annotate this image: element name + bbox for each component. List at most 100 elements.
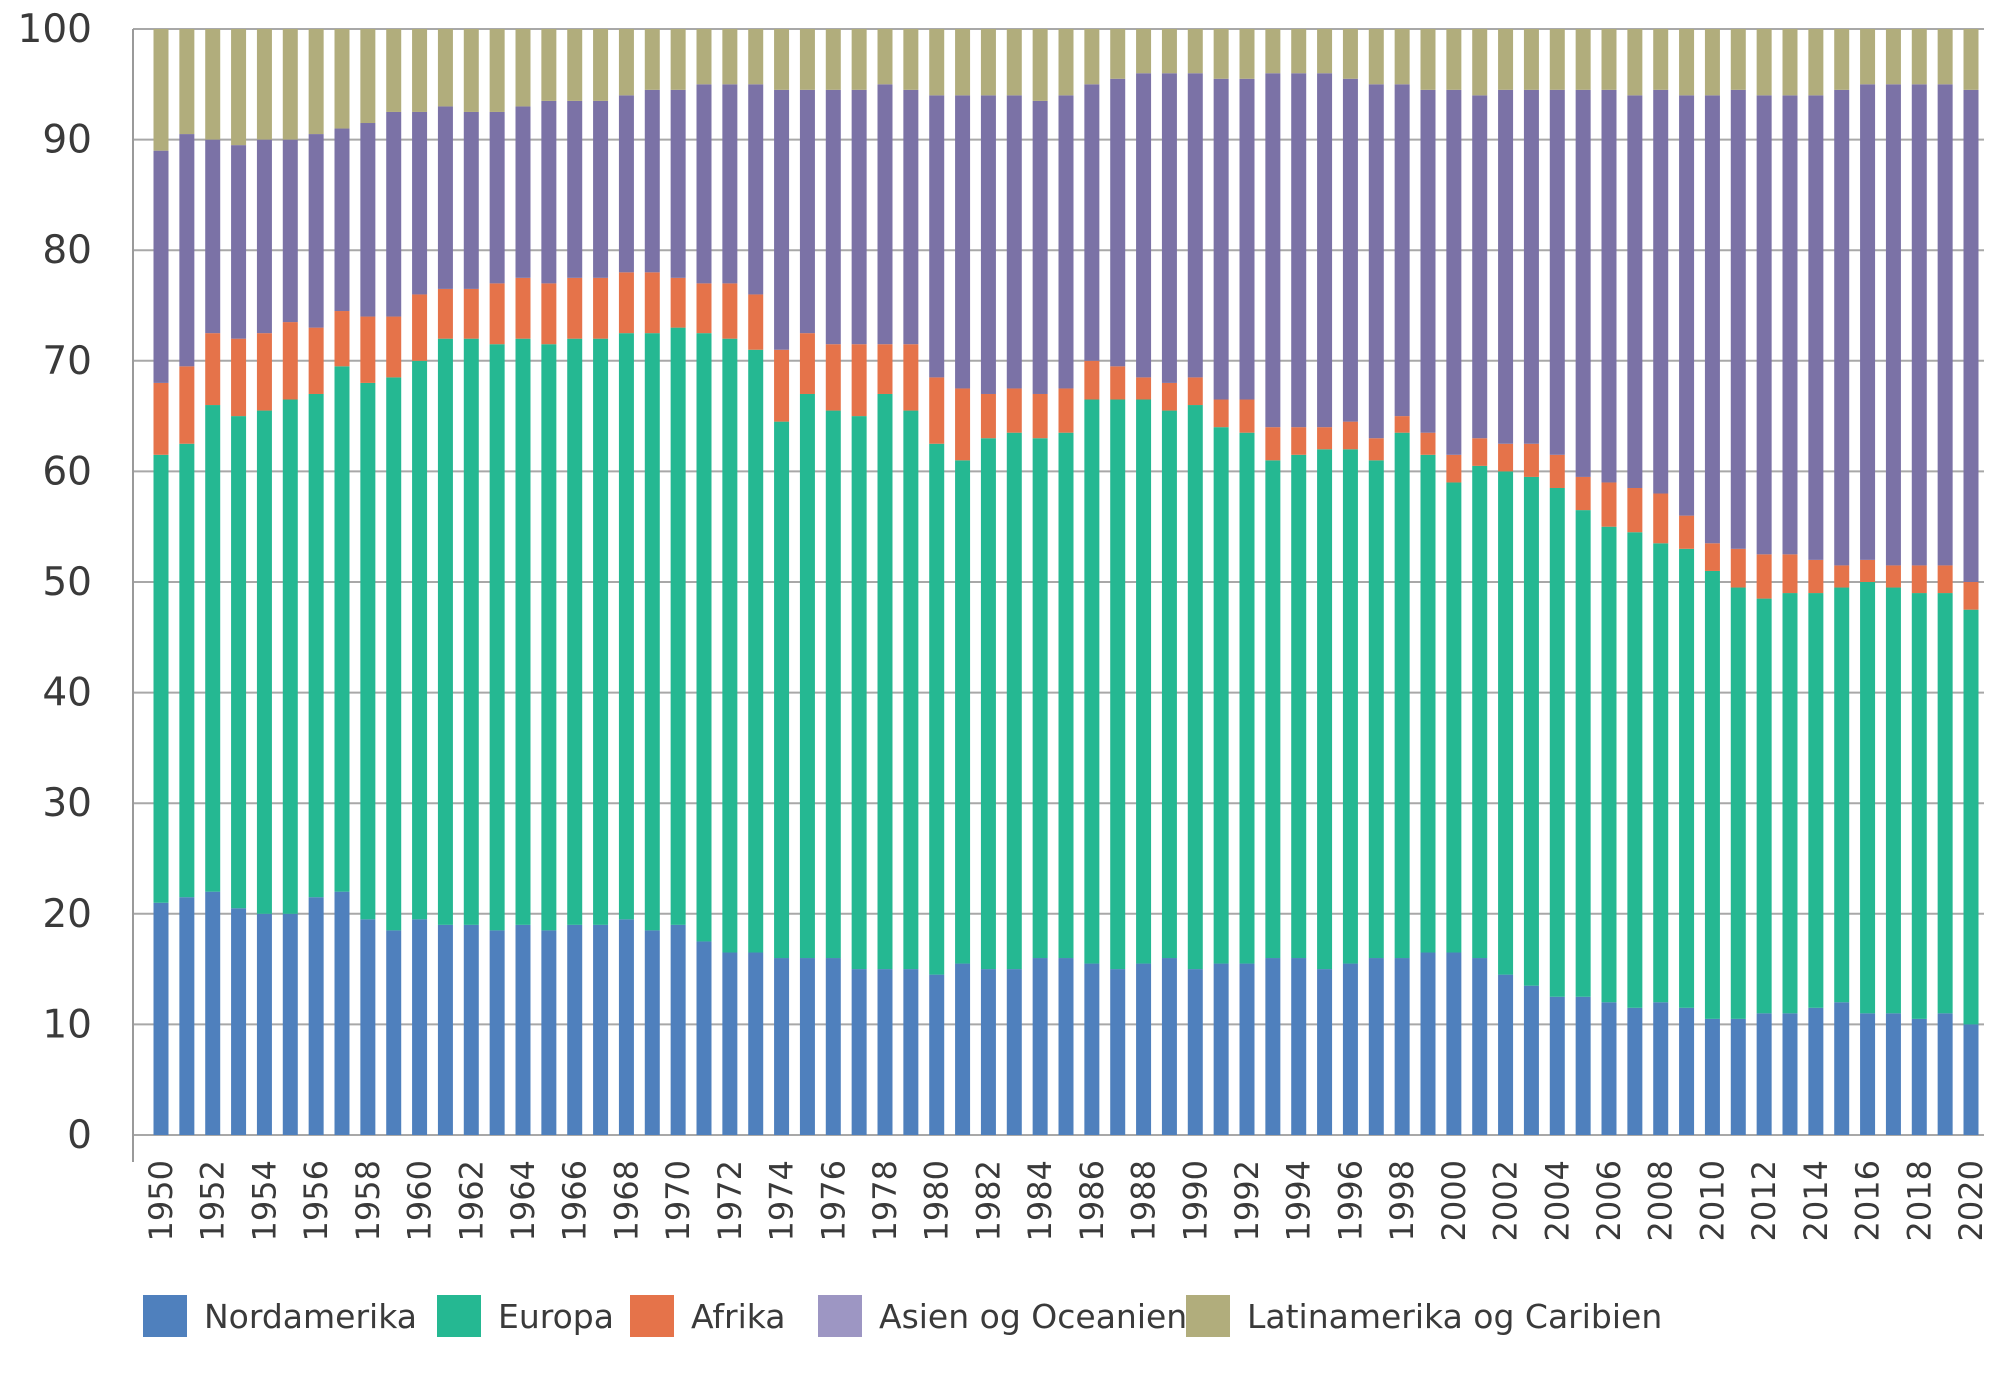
bar-segment-asien-og-oceanien (256, 139, 272, 334)
bar-segment-nordamerika (1420, 952, 1436, 1135)
bar-segment-nordamerika (1058, 958, 1074, 1135)
legend-item-latinamerika-og-caribien: Latinamerika og Caribien (1186, 1295, 1662, 1337)
bar-segment-latinamerika-og-caribien (825, 29, 841, 90)
bar-segment-afrika (1239, 399, 1255, 433)
bar-segment-afrika (1213, 399, 1229, 428)
bar-segment-latinamerika-og-caribien (903, 29, 919, 90)
bar-segment-nordamerika (825, 958, 841, 1135)
bar-segment-afrika (618, 272, 634, 334)
bar-segment-asien-og-oceanien (308, 134, 324, 328)
bar-segment-asien-og-oceanien (929, 95, 945, 378)
bar-segment-afrika (541, 283, 557, 345)
bar-segment-latinamerika-og-caribien (644, 29, 660, 90)
x-tick-label: 2014 (1797, 1160, 1835, 1241)
bar-segment-nordamerika (1756, 1013, 1772, 1135)
bar-segment-latinamerika-og-caribien (1963, 29, 1979, 90)
bar-segment-afrika (1963, 582, 1979, 610)
bar-segment-afrika (1472, 438, 1488, 466)
bar-group-1971 (696, 29, 712, 1135)
legend-label: Asien og Oceanien (879, 1297, 1187, 1336)
bar-segment-asien-og-oceanien (1782, 95, 1798, 555)
bar-segment-afrika (1885, 565, 1901, 588)
bar-group-1958 (360, 29, 376, 1135)
bar-segment-asien-og-oceanien (1627, 95, 1643, 488)
bar-segment-latinamerika-og-caribien (1032, 29, 1048, 101)
bar-segment-europa (1834, 587, 1850, 1003)
bar-segment-latinamerika-og-caribien (153, 29, 169, 151)
bar-segment-afrika (489, 283, 505, 345)
bar-segment-latinamerika-og-caribien (231, 29, 247, 146)
bar-segment-afrika (1317, 427, 1333, 450)
bar-segment-europa (644, 333, 660, 931)
legend: Nordamerika Europa Afrika Asien og Oceanien… (143, 1295, 1662, 1337)
legend-label: Europa (498, 1297, 614, 1336)
bar-segment-latinamerika-og-caribien (1342, 29, 1358, 79)
bar-segment-afrika (1679, 515, 1695, 549)
bar-segment-asien-og-oceanien (980, 95, 996, 394)
bar-group-2015 (1834, 29, 1850, 1135)
x-tick-label: 1976 (814, 1160, 852, 1241)
legend-item-europa: Europa (437, 1295, 614, 1337)
bar-segment-nordamerika (1911, 1018, 1927, 1135)
bar-segment-asien-og-oceanien (1601, 89, 1617, 483)
bar-segment-latinamerika-og-caribien (1187, 29, 1203, 74)
bar-segment-asien-og-oceanien (1549, 89, 1565, 455)
x-tick-label: 2004 (1538, 1160, 1576, 1241)
bar-segment-afrika (1937, 565, 1953, 594)
bar-segment-europa (256, 410, 272, 914)
bar-segment-afrika (696, 283, 712, 334)
bar-segment-europa (1808, 593, 1824, 1008)
bar-segment-nordamerika (1265, 958, 1281, 1135)
bar-segment-europa (1213, 427, 1229, 964)
bar-segment-asien-og-oceanien (1239, 78, 1255, 400)
bar-segment-europa (955, 460, 971, 964)
bar-segment-afrika (282, 322, 298, 400)
y-tick-label: 50 (42, 560, 92, 605)
bar-group-1986 (1084, 29, 1100, 1135)
bar-segment-afrika (1368, 438, 1384, 461)
bar-segment-latinamerika-og-caribien (1549, 29, 1565, 90)
bar-group-1955 (282, 29, 298, 1135)
bar-segment-latinamerika-og-caribien (256, 29, 272, 140)
bar-segment-asien-og-oceanien (825, 89, 841, 345)
x-tick-label: 1990 (1176, 1160, 1214, 1241)
bar-segment-latinamerika-og-caribien (1601, 29, 1617, 90)
bar-segment-latinamerika-og-caribien (360, 29, 376, 124)
x-tick-label: 1950 (142, 1160, 180, 1241)
bar-segment-afrika (903, 344, 919, 411)
bar-segment-asien-og-oceanien (1963, 89, 1979, 582)
x-tick-label: 1996 (1331, 1160, 1369, 1241)
bar-segment-nordamerika (1937, 1013, 1953, 1135)
bar-segment-afrika (1394, 416, 1410, 433)
bar-segment-asien-og-oceanien (153, 150, 169, 383)
x-tick-label: 2000 (1435, 1160, 1473, 1241)
bar-segment-asien-og-oceanien (1885, 84, 1901, 566)
bar-segment-asien-og-oceanien (541, 100, 557, 284)
bar-segment-europa (1704, 570, 1720, 1019)
bar-segment-asien-og-oceanien (722, 84, 738, 284)
bar-group-1991 (1213, 29, 1229, 1135)
bar-segment-asien-og-oceanien (515, 106, 531, 278)
bar-segment-afrika (1265, 427, 1281, 461)
bar-segment-asien-og-oceanien (1756, 95, 1772, 555)
bar-segment-nordamerika (1679, 1007, 1695, 1135)
bar-group-1966 (567, 29, 583, 1135)
bar-segment-nordamerika (774, 958, 790, 1135)
bar-segment-asien-og-oceanien (1394, 84, 1410, 417)
bar-segment-asien-og-oceanien (670, 89, 686, 278)
bar-segment-asien-og-oceanien (1110, 78, 1126, 367)
bar-group-1983 (1006, 29, 1022, 1135)
bar-segment-europa (980, 438, 996, 970)
bar-segment-latinamerika-og-caribien (1394, 29, 1410, 85)
bar-segment-latinamerika-og-caribien (1627, 29, 1643, 96)
bar-segment-europa (1446, 482, 1462, 953)
bar-group-2005 (1575, 29, 1591, 1135)
bar-segment-latinamerika-og-caribien (1704, 29, 1720, 96)
bar-group-1995 (1317, 29, 1333, 1135)
bar-segment-europa (774, 421, 790, 959)
bar-group-2017 (1885, 29, 1901, 1135)
bar-segment-nordamerika (1136, 963, 1152, 1135)
bar-segment-europa (877, 393, 893, 970)
bar-group-1977 (851, 29, 867, 1135)
bar-segment-latinamerika-og-caribien (1808, 29, 1824, 96)
